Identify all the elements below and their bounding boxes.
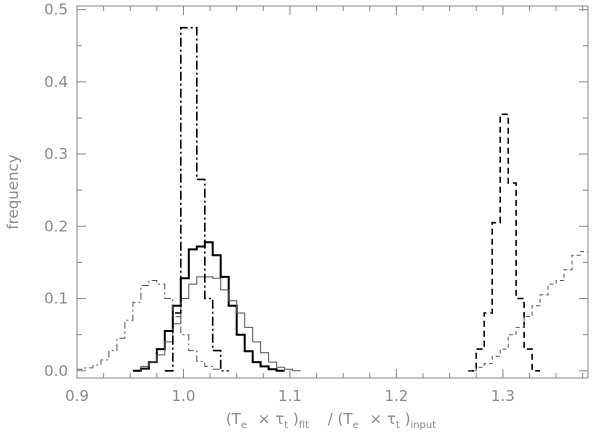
x-tick-label: 1.1 xyxy=(278,387,302,405)
y-tick-label: 0.2 xyxy=(44,217,68,235)
series-layer xyxy=(76,26,588,372)
histogram-series-dash-dot-thick xyxy=(164,26,229,372)
y-axis-label: frequency xyxy=(4,154,22,229)
histogram-series-dashed-thick xyxy=(468,113,541,372)
histogram-series-dashed-thin xyxy=(468,251,588,372)
x-axis-label: (Te × τt )fit / (Te × τt )input xyxy=(226,410,436,432)
histogram-series-dash-dot-thin xyxy=(76,280,229,372)
x-tick-label: 0.9 xyxy=(65,387,89,405)
x-tick-label: 1.3 xyxy=(491,387,515,405)
y-tick-label: 0.1 xyxy=(44,290,68,308)
histogram-series-solid-thin xyxy=(140,276,301,372)
y-tick-label: 0.3 xyxy=(44,145,68,163)
histogram-series-solid-thick xyxy=(132,241,285,372)
y-tick-label: 0.0 xyxy=(44,362,68,380)
y-tick-label: 0.4 xyxy=(44,73,68,91)
x-tick-label: 1.0 xyxy=(172,387,196,405)
x-tick-label: 1.2 xyxy=(384,387,408,405)
plot-frame xyxy=(76,5,589,379)
y-ticks: 0.0 0.1 0.2 0.3 0.4 0.5 xyxy=(44,1,588,380)
y-tick-label: 0.5 xyxy=(44,1,68,19)
x-ticks: 0.9 1.0 1.1 1.2 1.3 xyxy=(65,6,584,405)
